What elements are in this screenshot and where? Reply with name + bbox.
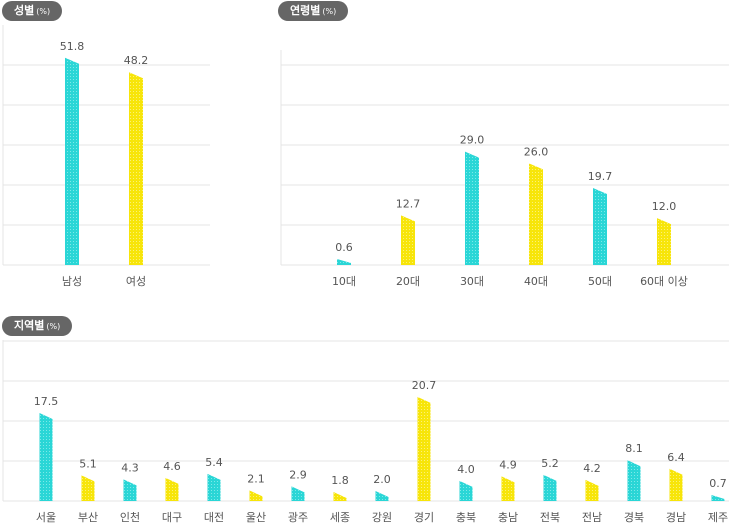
region-value-label-7: 1.8 — [331, 474, 349, 487]
region-bar-3 — [165, 477, 179, 501]
region-category-label-2: 인천 — [120, 510, 140, 524]
age-title-unit: (%) — [322, 7, 337, 16]
region-bar-11 — [501, 476, 515, 501]
age-value-label-3: 26.0 — [524, 145, 549, 158]
region-bar-16 — [711, 495, 725, 501]
region-value-label-16: 0.7 — [709, 477, 727, 490]
region-bar-5 — [249, 490, 263, 501]
region-bar-7 — [333, 491, 347, 501]
age-bar-5 — [657, 218, 671, 265]
region-category-label-9: 경기 — [414, 511, 434, 524]
region-bar-0 — [39, 412, 53, 501]
region-bar-13 — [585, 479, 599, 501]
region-bar-12 — [543, 474, 557, 501]
gender-title-unit: (%) — [36, 7, 51, 16]
region-category-label-13: 전남 — [582, 511, 602, 524]
region-value-label-11: 4.9 — [499, 458, 517, 471]
region-bar-9 — [417, 396, 431, 501]
region-category-label-10: 충북 — [456, 511, 476, 524]
gender-category-label-0: 남성 — [62, 275, 82, 288]
region-title-text: 지역별 — [14, 319, 45, 332]
region-value-label-6: 2.9 — [289, 468, 307, 481]
region-category-label-16: 제주 — [708, 511, 728, 524]
region-bar-8 — [375, 490, 389, 501]
region-category-label-1: 부산 — [78, 511, 98, 524]
region-category-label-7: 세종 — [330, 511, 350, 524]
age-category-label-2: 30대 — [460, 275, 484, 288]
gender-title-text: 성별 — [14, 4, 35, 17]
age-category-label-5: 60대 이상 — [640, 275, 688, 288]
age-bar-3 — [529, 163, 543, 265]
age-value-label-0: 0.6 — [335, 241, 353, 254]
region-value-label-12: 5.2 — [541, 457, 559, 470]
age-category-label-3: 40대 — [524, 275, 548, 288]
region-category-label-11: 충남 — [498, 511, 518, 524]
region-category-label-3: 대구 — [162, 511, 182, 524]
region-value-label-5: 2.1 — [247, 472, 265, 485]
gender-value-label-0: 51.8 — [60, 40, 85, 53]
gender-category-label-1: 여성 — [126, 275, 146, 288]
region-value-label-2: 4.3 — [121, 461, 139, 474]
region-bar-4 — [207, 473, 221, 501]
age-category-label-1: 20대 — [396, 275, 420, 288]
region-category-label-5: 울산 — [246, 511, 266, 524]
gender-chart-title: 성별 (%) — [2, 1, 63, 21]
region-category-label-0: 서울 — [36, 511, 56, 524]
gender-bar-1 — [129, 72, 143, 265]
region-category-label-14: 경북 — [624, 511, 644, 524]
region-chart-title: 지역별 (%) — [2, 316, 73, 336]
age-category-label-4: 50대 — [588, 275, 612, 288]
region-bar-2 — [123, 479, 137, 501]
age-value-label-4: 19.7 — [588, 170, 613, 183]
region-bar-15 — [669, 468, 683, 501]
region-bar-10 — [459, 480, 473, 501]
age-category-label-0: 10대 — [332, 275, 356, 288]
region-value-label-9: 20.7 — [412, 379, 437, 392]
region-value-label-0: 17.5 — [34, 395, 59, 408]
region-value-label-1: 5.1 — [79, 457, 97, 470]
region-category-label-6: 광주 — [288, 511, 308, 524]
age-bar-1 — [401, 215, 415, 265]
region-value-label-8: 2.0 — [373, 473, 391, 486]
region-category-label-4: 대전 — [204, 511, 224, 524]
region-chart: 17.5 서울 5.1 부산 4.3 인천 4.6 대구 5.4 대전 2.1 울산 2.9 광주 1.8 세… — [2, 340, 729, 524]
age-value-label-5: 12.0 — [652, 200, 677, 213]
region-value-label-10: 4.0 — [457, 463, 475, 476]
gender-bar-0 — [65, 57, 79, 265]
region-category-label-8: 강원 — [372, 511, 392, 524]
region-category-label-15: 경남 — [666, 511, 686, 524]
age-title-text: 연령별 — [290, 4, 321, 17]
age-value-label-2: 29.0 — [460, 134, 485, 147]
region-value-label-14: 8.1 — [625, 442, 643, 455]
region-value-label-13: 4.2 — [583, 462, 601, 475]
age-bar-0 — [337, 259, 351, 265]
age-bar-4 — [593, 187, 607, 265]
region-value-label-4: 5.4 — [205, 456, 223, 469]
region-bar-1 — [81, 475, 95, 501]
gender-value-label-1: 48.2 — [124, 54, 149, 67]
gender-chart: 51.8 남성 48.2 여성 — [2, 25, 210, 288]
age-bar-2 — [465, 151, 479, 265]
age-chart: 0.6 10대 12.7 20대 29.0 30대 26.0 40대 19.7 50대 12.0 60… — [280, 50, 729, 288]
region-bar-6 — [291, 486, 305, 501]
region-value-label-15: 6.4 — [667, 451, 685, 464]
region-value-label-3: 4.6 — [163, 460, 181, 473]
age-chart-title: 연령별 (%) — [278, 1, 349, 21]
age-value-label-1: 12.7 — [396, 197, 421, 210]
region-bar-14 — [627, 460, 641, 501]
region-category-label-12: 전북 — [540, 511, 560, 524]
region-title-unit: (%) — [46, 322, 61, 331]
